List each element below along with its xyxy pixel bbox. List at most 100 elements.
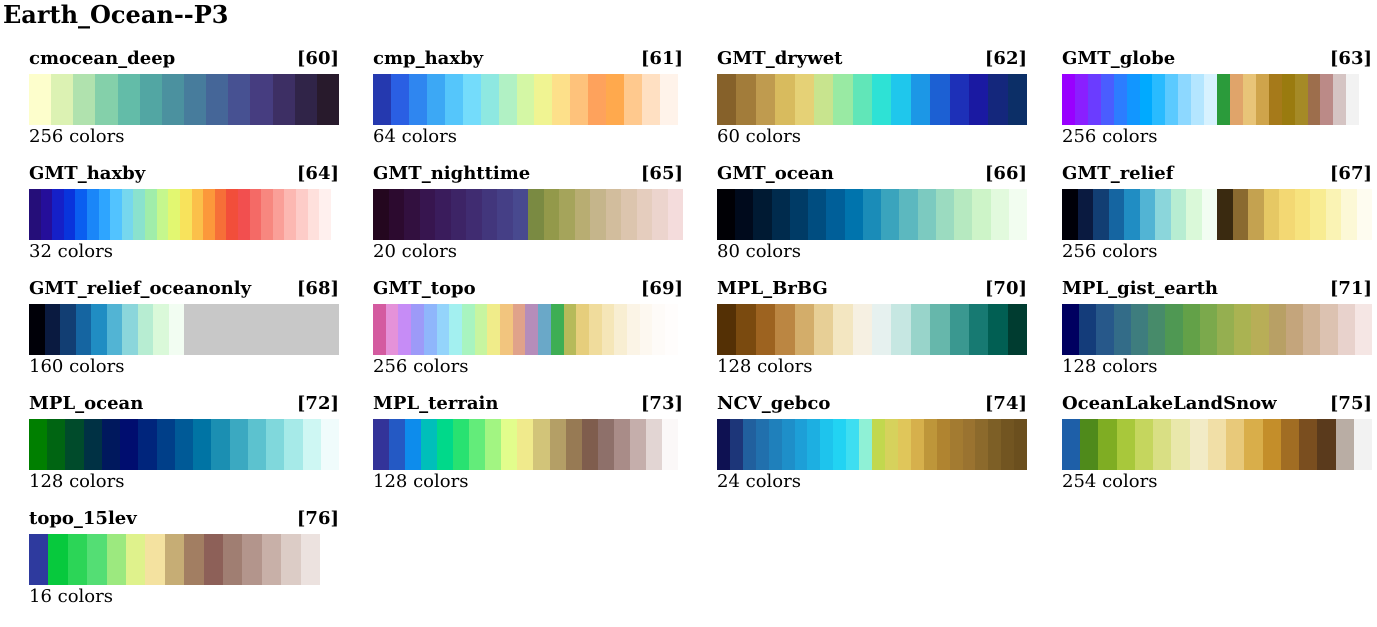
color-swatch	[47, 419, 66, 470]
colormap-swatch-bar	[717, 189, 1027, 240]
color-swatch	[501, 419, 518, 470]
colormap-card: MPL_terrain [73] 128 colors	[373, 393, 683, 498]
color-swatch	[95, 74, 118, 125]
color-swatch	[1310, 189, 1326, 240]
colormap-name: OceanLakeLandSnow	[1062, 393, 1277, 414]
color-swatch	[1346, 74, 1360, 125]
color-swatch	[300, 534, 320, 585]
colormap-card: topo_15lev [76] 16 colors	[29, 508, 339, 613]
color-swatch	[453, 419, 470, 470]
color-swatch	[404, 189, 420, 240]
color-swatch	[1294, 74, 1308, 125]
colormap-card: MPL_ocean [72] 128 colors	[29, 393, 339, 498]
color-swatch	[65, 419, 84, 470]
color-swatch	[1113, 304, 1131, 355]
color-swatch	[138, 419, 157, 470]
color-swatch	[319, 189, 331, 240]
color-swatch	[588, 304, 602, 355]
color-swatch	[373, 304, 386, 355]
color-swatch	[789, 189, 809, 240]
colormap-name: GMT_ocean	[717, 163, 834, 184]
colormap-card: GMT_ocean [66] 80 colors	[717, 163, 1027, 268]
colormap-card: cmocean_deep [60] 256 colors	[29, 48, 339, 153]
color-swatch	[1062, 74, 1075, 125]
color-swatch	[930, 304, 950, 355]
color-swatch	[272, 74, 295, 125]
color-swatch	[968, 74, 989, 125]
color-swatch	[87, 189, 99, 240]
color-swatch	[117, 74, 140, 125]
color-swatch	[246, 304, 262, 355]
color-swatch	[1217, 74, 1230, 125]
color-swatch	[1242, 74, 1256, 125]
color-swatch	[1062, 189, 1078, 240]
colormap-swatch-bar	[373, 304, 678, 355]
color-swatch	[576, 304, 589, 355]
color-swatch	[581, 419, 598, 470]
color-swatch	[1299, 419, 1318, 470]
colormap-index: [76]	[296, 508, 339, 529]
colormap-index: [75]	[1329, 393, 1372, 414]
color-swatch	[1153, 419, 1172, 470]
color-swatch	[755, 74, 776, 125]
color-swatch	[294, 74, 317, 125]
color-swatch	[308, 304, 324, 355]
color-swatch	[988, 74, 1008, 125]
color-swatch	[408, 74, 427, 125]
colormap-color-count: 24 colors	[717, 471, 801, 492]
color-swatch	[891, 304, 911, 355]
color-swatch	[1320, 304, 1338, 355]
colormap-index: [73]	[640, 393, 683, 414]
color-swatch	[373, 189, 389, 240]
color-swatch	[627, 304, 640, 355]
page-title: Earth_Ocean--P3	[3, 0, 229, 29]
color-swatch	[742, 419, 756, 470]
color-swatch	[230, 304, 246, 355]
color-swatch	[1262, 419, 1281, 470]
color-swatch	[807, 419, 821, 470]
color-swatch	[1307, 74, 1321, 125]
color-swatch	[60, 304, 76, 355]
colormap-color-count: 128 colors	[29, 471, 125, 492]
color-swatch	[292, 304, 308, 355]
color-swatch	[534, 74, 553, 125]
color-swatch	[203, 189, 215, 240]
color-swatch	[988, 419, 1002, 470]
color-swatch	[126, 534, 146, 585]
color-swatch	[1014, 419, 1027, 470]
colormap-swatch-bar	[29, 534, 320, 585]
color-swatch	[935, 189, 955, 240]
colormap-color-count: 32 colors	[29, 241, 113, 262]
color-swatch	[91, 304, 107, 355]
color-swatch	[794, 74, 814, 125]
color-swatch	[775, 74, 795, 125]
color-swatch	[481, 189, 497, 240]
color-swatch	[1217, 189, 1233, 240]
color-swatch	[106, 534, 127, 585]
color-swatch	[852, 74, 872, 125]
color-swatch	[639, 304, 653, 355]
color-swatch	[184, 304, 200, 355]
color-swatch	[277, 304, 293, 355]
colormap-swatch-bar	[373, 419, 678, 470]
color-swatch	[820, 419, 834, 470]
color-swatch	[139, 74, 162, 125]
color-swatch	[203, 534, 224, 585]
color-swatch	[398, 304, 412, 355]
color-swatch	[624, 74, 643, 125]
colormap-color-count: 16 colors	[29, 586, 113, 607]
color-swatch	[735, 189, 754, 240]
color-swatch	[923, 419, 937, 470]
color-swatch	[261, 304, 277, 355]
color-swatch	[444, 74, 463, 125]
colormap-name: GMT_relief	[1062, 163, 1174, 184]
colormap-swatch-bar	[29, 74, 339, 125]
color-swatch	[485, 419, 502, 470]
color-swatch	[910, 304, 931, 355]
color-swatch	[949, 304, 969, 355]
color-swatch	[910, 419, 924, 470]
color-swatch	[296, 189, 308, 240]
color-swatch	[949, 74, 969, 125]
colormap-card: MPL_gist_earth [71] 128 colors	[1062, 278, 1372, 383]
color-swatch	[1325, 189, 1341, 240]
